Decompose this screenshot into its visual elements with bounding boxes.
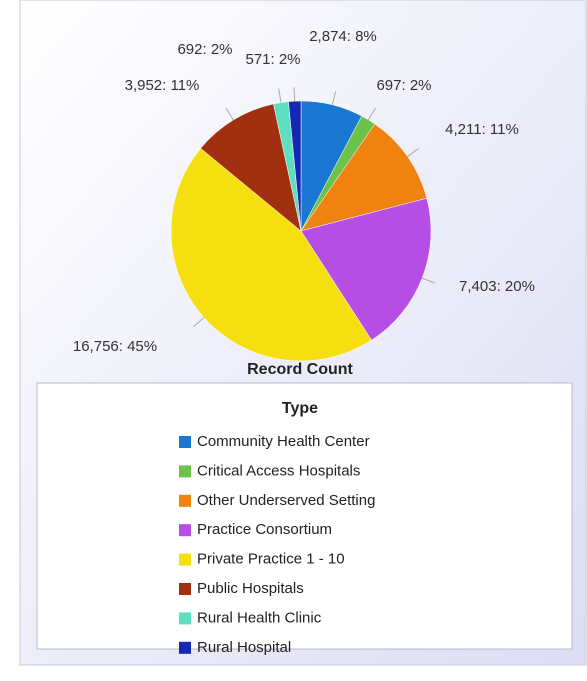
axis-label: Record Count: [247, 361, 353, 378]
legend-label: Private Practice 1 - 10: [197, 551, 345, 568]
legend-swatch: [179, 583, 191, 595]
legend-title: Type: [282, 400, 318, 417]
legend-label: Other Underserved Setting: [197, 492, 375, 509]
pie-slice: [200, 103, 302, 232]
data-label: 16,756: 45%: [73, 338, 157, 355]
legend-swatch: [179, 494, 191, 507]
data-label: 4,211: 11%: [445, 121, 519, 138]
legend-swatch: [179, 465, 191, 478]
legend-swatch: [179, 641, 191, 654]
data-label: 3,952: 11%: [125, 77, 200, 94]
data-label: 2,874: 8%: [309, 28, 377, 45]
legend-label: Rural Hospital: [197, 639, 291, 656]
data-label: 697: 2%: [376, 77, 431, 94]
legend-box: [36, 382, 573, 650]
leader-line: [293, 87, 296, 102]
legend-label: Critical Access Hospitals: [197, 462, 360, 479]
pie-slice: [288, 100, 302, 232]
legend-label: Practice Consortium: [197, 521, 332, 538]
legend-label: Public Hospitals: [197, 580, 304, 597]
legend-swatch: [179, 524, 191, 537]
legend-swatch: [179, 436, 191, 448]
leader-line: [278, 88, 282, 103]
legend-swatch: [179, 553, 191, 566]
pie-slice: [170, 148, 372, 362]
leader-line: [193, 317, 205, 328]
leader-line: [331, 91, 337, 105]
leader-line: [225, 107, 234, 121]
legend-label: Community Health Center: [197, 433, 370, 450]
data-label: 692: 2%: [177, 41, 232, 58]
legend-swatch: [179, 612, 191, 625]
data-label: 571: 2%: [245, 51, 300, 68]
leader-line: [407, 147, 420, 157]
leader-line: [367, 107, 377, 121]
legend-label: Rural Health Clinic: [197, 609, 322, 626]
leader-line: [421, 277, 436, 284]
data-label: 7,403: 20%: [459, 278, 535, 295]
